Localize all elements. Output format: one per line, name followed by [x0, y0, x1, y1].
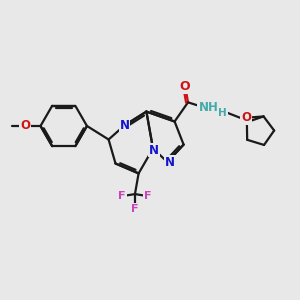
Text: F: F	[118, 191, 126, 201]
Text: F: F	[144, 191, 152, 201]
Text: F: F	[131, 204, 139, 214]
Text: H: H	[218, 108, 227, 118]
Text: NH: NH	[198, 101, 218, 114]
Text: N: N	[119, 119, 130, 132]
Text: N: N	[165, 155, 175, 169]
Text: N: N	[149, 143, 159, 157]
Text: O: O	[180, 80, 190, 93]
Text: O: O	[241, 112, 251, 124]
Text: O: O	[20, 119, 30, 133]
